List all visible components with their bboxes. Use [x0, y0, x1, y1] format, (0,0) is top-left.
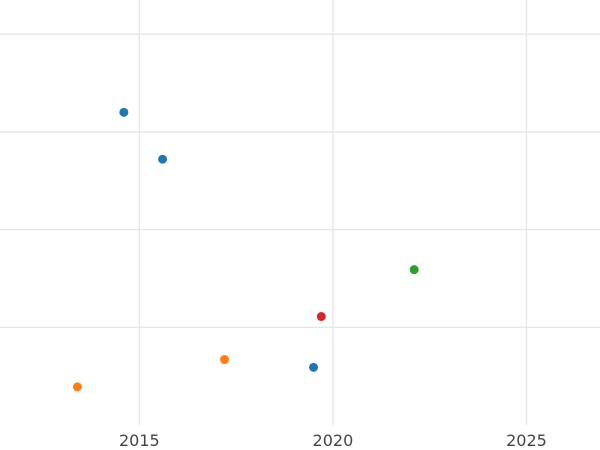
data-point-series-0-2 [309, 362, 319, 372]
data-point-series-1-1 [220, 355, 230, 365]
x-tick-label-2025: 2025 [506, 431, 547, 450]
grid-layer [0, 0, 600, 425]
data-point-series-0-1 [158, 154, 168, 164]
data-point-series-0-0 [119, 107, 129, 117]
data-point-series-2-0 [409, 265, 419, 275]
x-tick-label-2020: 2020 [313, 431, 354, 450]
tick-labels-layer: 2015 2020 2025 [119, 431, 547, 450]
data-point-series-1-0 [72, 382, 82, 392]
data-point-series-3-0 [316, 312, 326, 322]
points-layer [72, 107, 419, 392]
x-tick-label-2015: 2015 [119, 431, 160, 450]
